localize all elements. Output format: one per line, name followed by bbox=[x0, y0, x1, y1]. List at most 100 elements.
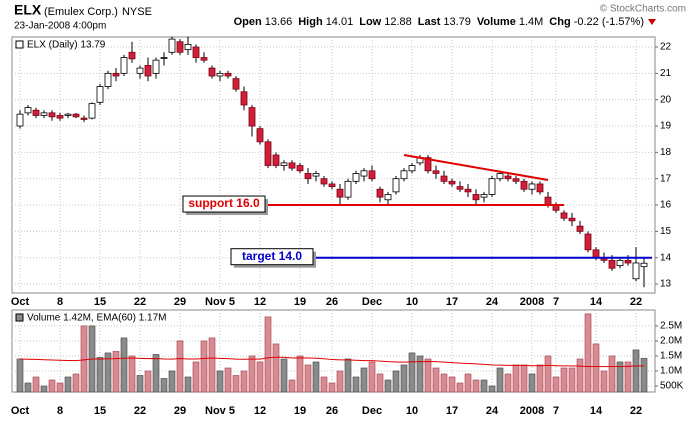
volume-bar bbox=[312, 361, 320, 393]
candle-body bbox=[432, 170, 440, 174]
y-tick-label: 21 bbox=[660, 68, 672, 79]
candle-body bbox=[80, 117, 88, 120]
candle-body bbox=[488, 178, 496, 195]
y-tick-label: 20 bbox=[660, 94, 672, 105]
volume-bar bbox=[592, 343, 600, 393]
candle-body bbox=[184, 43, 192, 51]
quote-value: -0.22 (-1.57%) bbox=[574, 16, 644, 28]
volume-bar bbox=[32, 376, 40, 393]
y-tick-label: 22 bbox=[660, 42, 672, 53]
y-tick-label: 13 bbox=[660, 279, 672, 290]
candle-body bbox=[384, 194, 392, 201]
x-tick-label: 7 bbox=[553, 405, 559, 417]
volume-bar bbox=[416, 355, 424, 393]
volume-bar bbox=[632, 349, 640, 393]
volume-bar bbox=[624, 361, 632, 393]
x-tick-label: 22 bbox=[134, 296, 146, 308]
quote-line: Open 13.66 High 14.01 Low 12.88 Last 13.79 Volum… bbox=[234, 16, 644, 28]
volume-bar bbox=[456, 382, 464, 393]
x-tick-label: 29 bbox=[174, 405, 186, 417]
candle-body bbox=[352, 173, 360, 182]
volume-bar bbox=[256, 361, 264, 393]
candle-body bbox=[376, 188, 384, 198]
x-tick-label: 2008 bbox=[520, 296, 544, 308]
x-tick-label: 7 bbox=[553, 296, 559, 308]
volume-bar bbox=[560, 367, 568, 393]
candle-body bbox=[584, 233, 592, 251]
candle-body bbox=[96, 86, 104, 103]
candle-body bbox=[216, 72, 224, 77]
x-tick-label: 26 bbox=[326, 296, 338, 308]
candle-body bbox=[360, 170, 368, 177]
candle-body bbox=[472, 194, 480, 201]
candle-body bbox=[320, 178, 328, 185]
candle-body bbox=[312, 173, 320, 177]
volume-bar bbox=[480, 379, 488, 393]
candle-body bbox=[576, 225, 584, 232]
exchange: NYSE bbox=[122, 6, 152, 18]
candle-body bbox=[208, 67, 216, 77]
y-tick-label: 1.5M bbox=[660, 351, 682, 362]
candle-body bbox=[128, 51, 136, 60]
x-tick-label: 24 bbox=[486, 405, 499, 417]
candle-body bbox=[616, 259, 624, 267]
y-tick-label: 18 bbox=[660, 147, 672, 158]
quote-label: Last bbox=[418, 16, 441, 28]
candle-body bbox=[104, 72, 112, 87]
volume-bar bbox=[496, 367, 504, 393]
candle-body bbox=[464, 188, 472, 193]
volume-bar bbox=[288, 379, 296, 393]
quote-value: 1.4M bbox=[519, 16, 543, 28]
volume-bar bbox=[264, 316, 272, 393]
panel-frame bbox=[11, 36, 656, 294]
x-tick-label: 15 bbox=[94, 296, 106, 308]
trend-line bbox=[403, 154, 549, 181]
volume-bar bbox=[640, 358, 648, 393]
candle-body bbox=[608, 259, 616, 269]
volume-bar bbox=[96, 357, 104, 393]
candle-body bbox=[640, 262, 648, 268]
volume-bar bbox=[512, 364, 520, 393]
volume-bar bbox=[528, 373, 536, 393]
y-tick-label: 500K bbox=[660, 381, 684, 392]
x-tick-label: 10 bbox=[406, 296, 418, 308]
x-tick-label: 15 bbox=[94, 405, 106, 417]
candle-body bbox=[544, 196, 552, 206]
label-box bbox=[230, 248, 314, 266]
x-tick-label: 19 bbox=[294, 296, 306, 308]
x-tick-label: Oct bbox=[11, 296, 30, 308]
volume-bar bbox=[168, 370, 176, 393]
quote-label: Volume bbox=[477, 16, 516, 28]
candle-body bbox=[144, 65, 152, 77]
y-tick-label: 16 bbox=[660, 200, 672, 211]
y-tick-label: 2.0M bbox=[660, 336, 682, 347]
volume-bar bbox=[208, 337, 216, 393]
x-tick-label: 17 bbox=[446, 405, 458, 417]
volume-bar bbox=[432, 367, 440, 393]
volume-bar bbox=[56, 382, 64, 393]
candle-body bbox=[232, 78, 240, 90]
volume-bar bbox=[272, 343, 280, 393]
volume-bar bbox=[144, 370, 152, 393]
x-tick-label: 22 bbox=[630, 405, 642, 417]
ema-line bbox=[19, 356, 645, 368]
volume-bar bbox=[472, 379, 480, 393]
y-tick-label: 19 bbox=[660, 121, 672, 132]
copyright: © StockCharts.com bbox=[600, 4, 686, 15]
x-tick-label: 29 bbox=[174, 296, 186, 308]
quote-label: Open bbox=[234, 16, 262, 28]
candle-body bbox=[56, 115, 64, 119]
candle-body bbox=[344, 180, 352, 198]
candle-body bbox=[176, 41, 184, 53]
candle-body bbox=[480, 194, 488, 198]
candle-body bbox=[296, 165, 304, 172]
volume-bar bbox=[136, 375, 144, 393]
candle-body bbox=[328, 183, 336, 187]
volume-bar bbox=[200, 340, 208, 393]
candle-body bbox=[368, 170, 376, 180]
volume-bar bbox=[160, 378, 168, 393]
legend-icon bbox=[15, 40, 24, 49]
volume-bar bbox=[152, 354, 160, 393]
candle-body bbox=[248, 107, 256, 127]
volume-bar bbox=[424, 358, 432, 393]
